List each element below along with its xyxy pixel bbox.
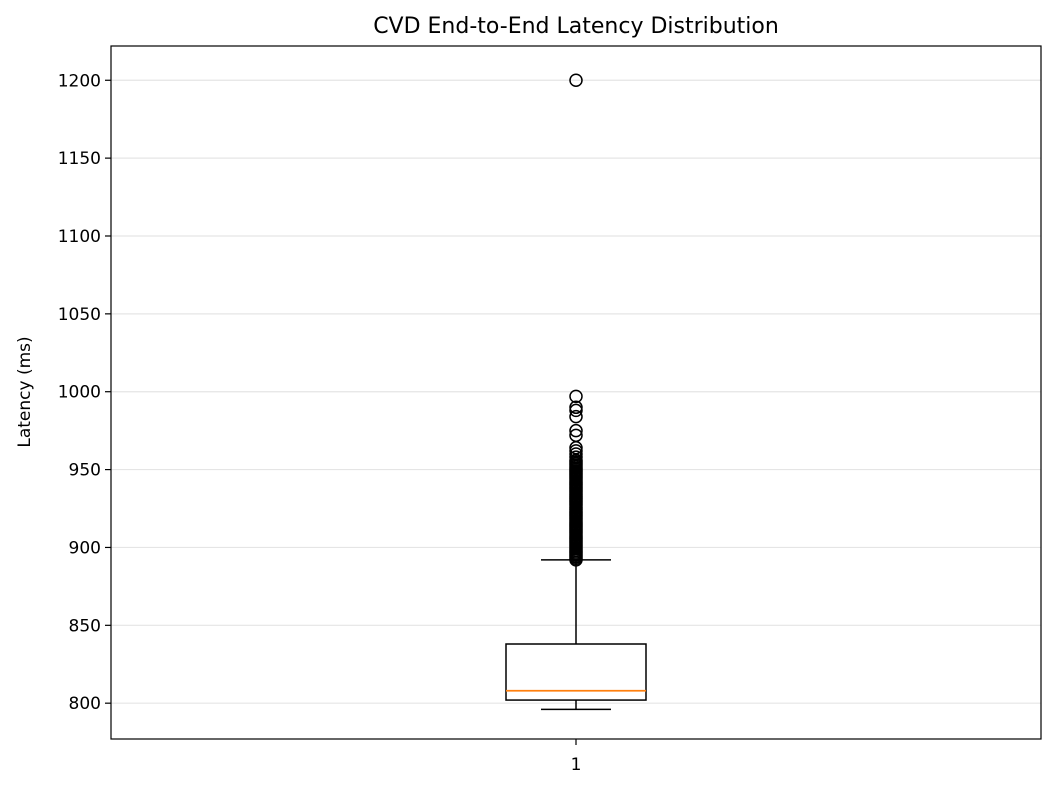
y-tick-label: 850 (69, 616, 101, 636)
outlier-point (569, 400, 583, 415)
interquartile-box (505, 643, 647, 701)
grid-lines (111, 79, 1041, 704)
outlier-point (569, 423, 583, 438)
y-tick-label: 1200 (58, 71, 101, 91)
outlier-point (569, 389, 583, 404)
y-tick-label: 1100 (58, 227, 101, 247)
y-tick-label: 900 (69, 538, 101, 558)
y-tick-label: 1000 (58, 383, 101, 403)
outlier-point (569, 403, 583, 418)
outlier-point (569, 73, 583, 88)
outlier-point (569, 409, 583, 424)
outlier-point (569, 444, 583, 458)
outlier-point (569, 447, 583, 461)
box-layer (505, 73, 647, 711)
y-axis-label: Latency (ms) (15, 336, 35, 447)
outlier-point (569, 428, 583, 443)
outlier-point (569, 450, 583, 464)
y-axis-ticks: 800 850 900 950 1000 1050 1100 1150 1200 (58, 71, 111, 714)
y-tick-label: 1050 (58, 305, 101, 325)
x-tick-label: 1 (571, 755, 582, 775)
x-axis-ticks: 1 (571, 739, 582, 775)
y-tick-label: 950 (69, 461, 101, 481)
chart-title: CVD End-to-End Latency Distribution (373, 14, 779, 39)
y-tick-label: 800 (69, 694, 101, 714)
y-tick-label: 1150 (58, 149, 101, 169)
